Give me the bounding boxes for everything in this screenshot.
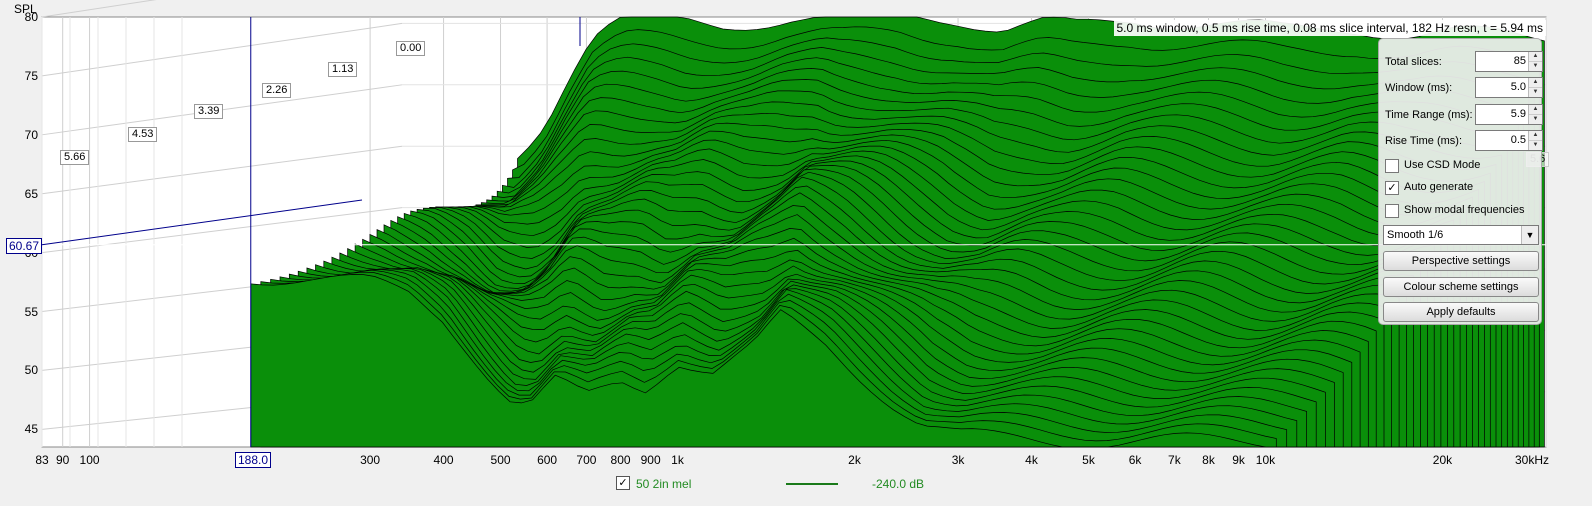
cursor-spl-readout: 60.67 [6,238,43,254]
rise-time-label: Rise Time (ms): [1385,135,1462,147]
x-tick-label: 100 [79,453,100,467]
x-tick-label: 700 [576,453,597,467]
x-tick-label: 3k [951,453,965,467]
x-tick-label: 2k [848,453,861,467]
rise-time-row: Rise Time (ms): 0.5 ▲ ▼ [1385,130,1543,152]
x-tick-label: 7k [1168,453,1181,467]
time-range-spinner[interactable]: 5.9 ▲ ▼ [1475,104,1543,125]
legend-checkbox[interactable]: ✓ [616,476,630,490]
x-tick-label: 600 [537,453,558,467]
y-tick-label: 45 [24,422,38,437]
checkbox-icon[interactable]: ✓ [1385,181,1399,195]
waterfall-slice [250,274,1266,448]
x-tick-label: 6k [1128,453,1142,467]
y-tick-label: 70 [24,127,38,142]
y-axis-title: SPL [14,2,37,16]
spin-up-icon[interactable]: ▲ [1529,105,1542,115]
spin-down-icon[interactable]: ▼ [1532,89,1539,95]
x-tick-label: 1k [671,453,684,467]
window-spinner[interactable]: 5.0 ▲ ▼ [1475,77,1543,98]
control-panel: Total slices: 85 ▲ ▼ Window (ms): 5.0 ▲ ▼ … [1378,38,1543,325]
total-slices-value: 85 [1513,55,1526,67]
y-tick-label: 65 [24,186,38,201]
x-tick-label: 30kHz [1514,453,1550,467]
cursor-freq-readout: 188.0 [235,452,272,468]
use-csd-label: Use CSD Mode [1404,159,1481,171]
y-tick-label: 80 [24,10,38,24]
x-tick-label: 20k [1432,453,1453,467]
time-axis-label: 3.39 [194,104,224,119]
spin-down-icon[interactable]: ▼ [1532,116,1539,122]
total-slices-spinner[interactable]: 85 ▲ ▼ [1475,51,1543,72]
time-axis-label: 2.26 [262,83,292,98]
rise-time-value: 0.5 [1510,134,1526,146]
x-tick-label: 90 [55,453,70,467]
y-tick-label: 50 [24,363,38,378]
spin-up-icon[interactable]: ▲ [1529,131,1542,141]
checkbox-icon[interactable] [1385,159,1399,173]
y-gridline-wall [41,145,403,195]
chevron-down-icon[interactable]: ▼ [1521,226,1538,244]
time-axis-label: 0.00 [396,41,426,56]
info-text: 5.0 ms window, 0.5 ms rise time, 0.08 ms… [1113,20,1546,36]
time-axis-label: 5.66 [60,150,90,165]
window-label: Window (ms): [1385,82,1453,94]
x-tick-label: 300 [360,453,381,467]
window-value: 5.0 [1510,81,1526,93]
x-tick-label: 83 [35,453,49,467]
legend-series-name: 50 2in mel [636,477,692,491]
apply-defaults-button[interactable]: Apply defaults [1383,302,1539,322]
time-range-value: 5.9 [1510,108,1526,120]
x-tick-label: 10k [1255,453,1276,467]
spin-up-icon[interactable]: ▲ [1529,78,1542,88]
time-axis-label: 4.53 [128,127,158,142]
perspective-settings-button[interactable]: Perspective settings [1383,251,1539,271]
time-range-label: Time Range (ms): [1385,109,1473,121]
rise-time-spinner[interactable]: 0.5 ▲ ▼ [1475,130,1543,151]
show-modal-label: Show modal frequencies [1404,204,1525,216]
legend-line-swatch [786,483,838,485]
x-tick-label: 5k [1082,453,1095,467]
spin-down-icon[interactable]: ▼ [1532,63,1539,69]
y-tick-label: 75 [24,68,38,83]
legend-value: -240.0 dB [872,477,925,491]
legend: ✓ 50 2in mel -240.0 dB [0,476,1592,494]
time-axis-label: 1.13 [328,62,358,77]
x-tick-label: 900 [640,453,661,467]
x-tick-label: 9k [1232,453,1245,467]
window-row: Window (ms): 5.0 ▲ ▼ [1385,77,1543,99]
x-tick-label: 4k [1025,453,1038,467]
total-slices-row: Total slices: 85 ▲ ▼ [1385,51,1543,73]
time-range-row: Time Range (ms): 5.9 ▲ ▼ [1385,104,1543,126]
y-gridline-wall [41,0,157,18]
spin-up-icon[interactable]: ▲ [1529,52,1542,62]
smoothing-select[interactable]: Smooth 1/6 ▼ [1383,225,1539,245]
x-tick-label: 400 [433,453,454,467]
y-gridline-wall [41,22,403,77]
colour-scheme-settings-button[interactable]: Colour scheme settings [1383,277,1539,297]
x-tick-label: 800 [610,453,631,467]
spin-down-icon[interactable]: ▼ [1532,142,1539,148]
x-tick-label: 8k [1202,453,1215,467]
auto-generate-label: Auto generate [1404,181,1474,193]
total-slices-label: Total slices: [1385,56,1442,68]
smoothing-value: Smooth 1/6 [1387,229,1444,241]
y-tick-label: 55 [24,304,38,319]
checkbox-icon[interactable] [1385,204,1399,218]
cursor-depth-line [41,199,363,246]
x-tick-label: 500 [490,453,511,467]
